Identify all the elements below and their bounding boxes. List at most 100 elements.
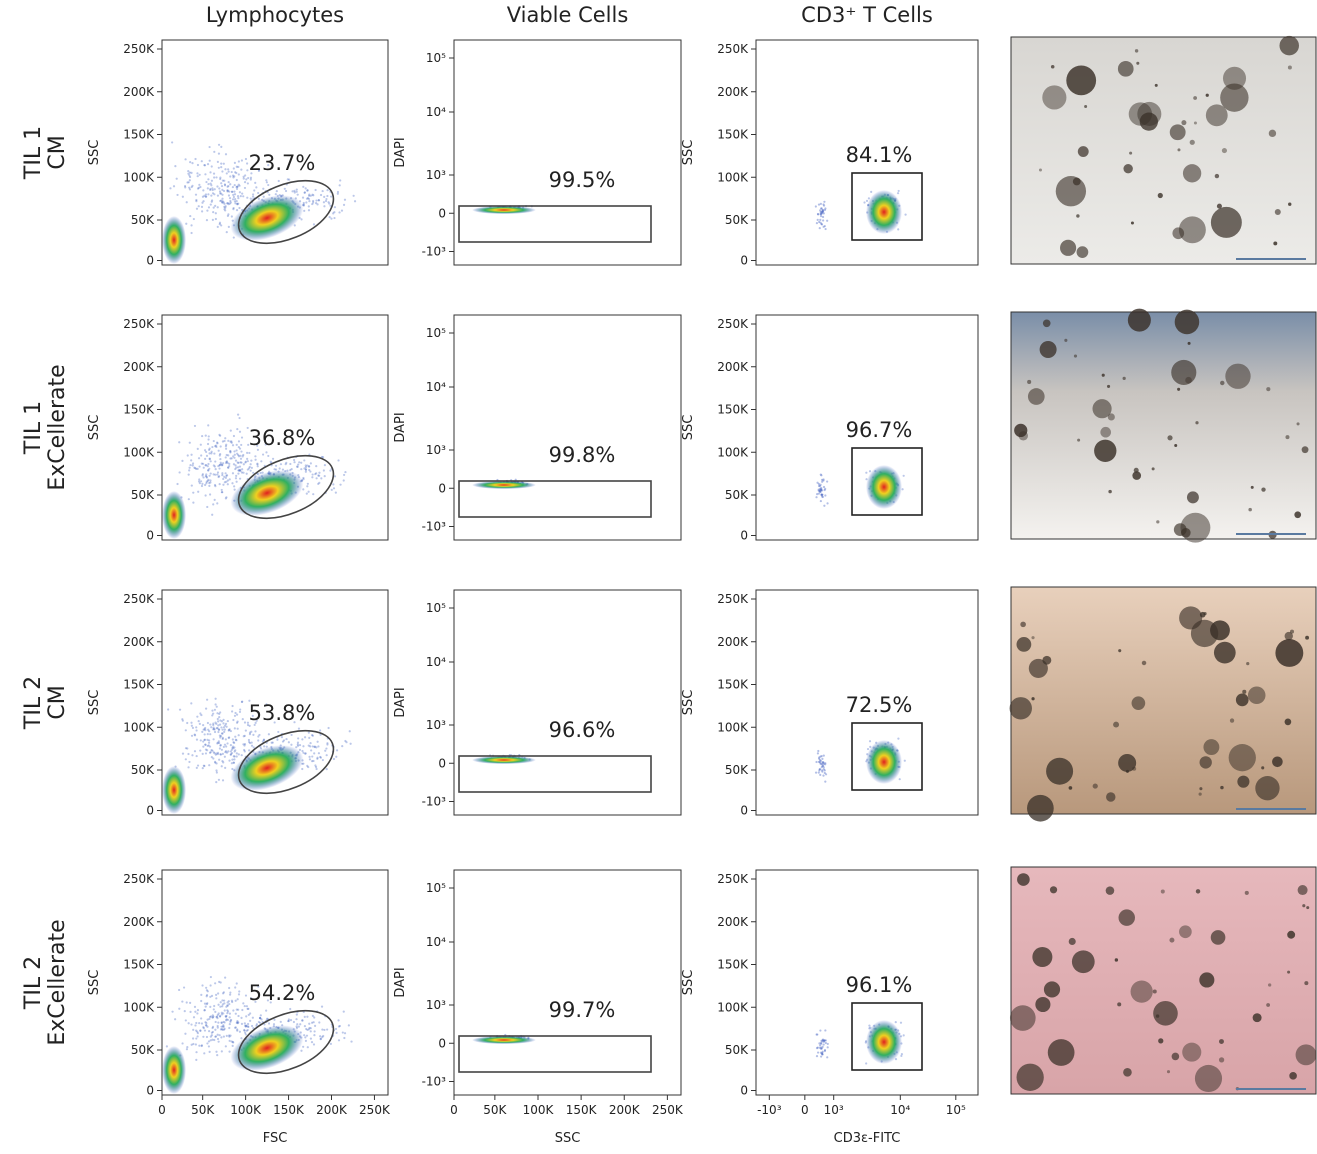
event-dot [211,187,213,189]
event-dot [221,198,223,200]
event-dot [238,207,240,209]
cell-cluster [1167,435,1172,440]
y-tick-label: 250K [717,592,749,606]
event-dot [252,734,254,736]
event-dot [824,209,826,211]
cell-cluster [1190,140,1195,145]
event-dot [297,737,299,739]
event-dot [233,750,235,752]
event-dot [300,1050,302,1052]
event-dot [209,475,211,477]
event-dot [221,765,223,767]
cell-cluster [1048,1039,1075,1066]
event-dot [254,455,256,457]
event-dot [221,185,223,187]
event-dot [192,462,194,464]
event-dot [300,218,302,220]
event-dot [205,708,207,710]
event-dot [233,435,235,437]
event-dot [181,718,183,720]
event-dot [224,437,226,439]
event-dot [216,1015,218,1017]
cell-cluster [1288,203,1291,206]
event-dot [289,463,291,465]
event-dot [312,735,314,737]
event-dot [205,987,207,989]
event-dot [186,1048,188,1050]
cell-cluster [1028,388,1045,405]
event-dot [207,443,209,445]
event-dot [315,768,317,770]
event-dot [239,431,241,433]
event-dot [233,485,235,487]
event-dot [225,723,227,725]
event-dot [238,734,240,736]
event-dot [296,188,298,190]
event-dot [239,191,241,193]
event-dot [232,455,234,457]
event-dot [188,181,190,183]
event-dot [304,191,306,193]
cell-cluster [1211,207,1242,238]
event-dot [214,474,216,476]
row-label-line: CM [45,685,70,719]
y-tick-label: 0 [146,1084,154,1098]
y-tick-label: 250K [123,42,155,56]
event-dot [215,762,217,764]
event-dot [819,485,821,487]
event-dot [185,758,187,760]
event-dot [244,1022,246,1024]
event-dot [236,200,238,202]
event-dot [233,196,235,198]
event-dot [217,753,219,755]
event-dot [232,1041,234,1043]
cell-cluster [1019,431,1028,440]
event-dot [305,1028,307,1030]
event-dot [343,479,345,481]
event-dot [201,474,203,476]
y-tick-label: 0 [740,1084,748,1098]
event-dot [217,731,219,733]
x-tick-label: -10³ [757,1103,782,1117]
event-dot [245,178,247,180]
event-dot [215,698,217,700]
cell-cluster [1113,722,1119,728]
event-dot [192,502,194,504]
event-dot [310,1038,312,1040]
plot: 250K200K150K100K50K0SSC23.7% [87,40,388,268]
cell-cluster [1215,174,1219,178]
event-dot [821,761,823,763]
y-tick-label: 10³ [426,718,446,732]
event-dot [234,171,236,173]
event-dot [204,173,206,175]
event-dot [818,489,820,491]
y-axis-label: SSC [681,140,696,166]
event-dot [249,731,251,733]
event-dot [291,468,293,470]
event-dot [189,188,191,190]
event-dot [225,497,227,499]
event-dot [233,758,235,760]
event-dot [334,206,336,208]
cell-cluster [1297,422,1300,425]
event-dot [224,184,226,186]
event-dot [819,768,821,770]
event-dot [237,728,239,730]
event-dot [240,458,242,460]
event-dot [306,1016,308,1018]
event-dot [215,997,217,999]
event-dot [235,1013,237,1015]
event-dot [307,766,309,768]
event-dot [825,773,827,775]
cell-cluster [1245,891,1249,895]
event-dot [245,158,247,160]
event-dot [228,1027,230,1029]
event-dot [183,986,185,988]
event-dot [224,729,226,731]
cell-cluster [1296,1044,1317,1065]
figure: LymphocytesViable CellsCD3⁺ T CellsTIL 1… [0,0,1317,1150]
event-dot [210,184,212,186]
cell-cluster [1115,958,1118,961]
event-dot [178,1008,180,1010]
event-dot [197,448,199,450]
